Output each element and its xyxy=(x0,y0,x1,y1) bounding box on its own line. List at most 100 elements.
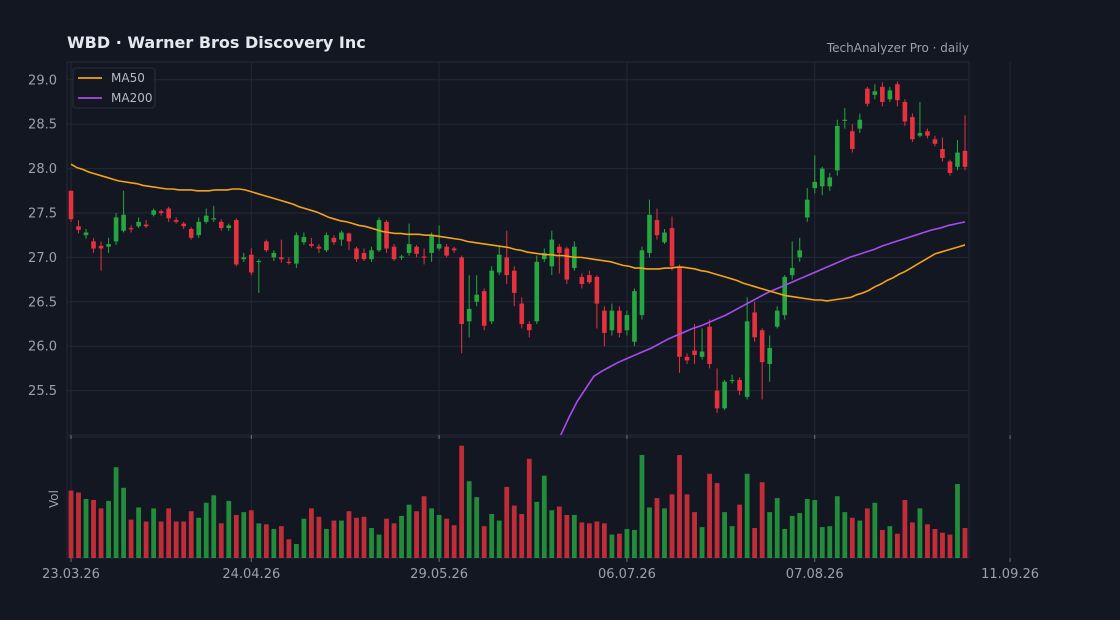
volume-bar-down xyxy=(940,532,945,558)
volume-bar-up xyxy=(136,507,142,558)
candle-body xyxy=(196,221,202,236)
candle-body xyxy=(872,91,878,95)
candle-body xyxy=(526,323,532,331)
volume-bar-down xyxy=(707,473,712,558)
candle-body xyxy=(474,294,479,302)
volume-bar-down xyxy=(654,498,660,558)
volume-bar-down xyxy=(166,508,172,558)
candle-down xyxy=(526,321,532,338)
volume-bar-up xyxy=(782,528,788,558)
candle-body xyxy=(744,321,750,397)
candle-body xyxy=(842,119,848,121)
y-tick-label: 28.5 xyxy=(28,118,57,133)
candle-up xyxy=(466,275,472,338)
candle-up xyxy=(857,113,863,134)
candle-body xyxy=(654,220,660,236)
candle-up xyxy=(339,230,344,246)
candle-up xyxy=(774,306,780,329)
y-tick-label: 26.5 xyxy=(28,295,57,310)
candle-body xyxy=(804,199,810,218)
candle-body xyxy=(932,139,938,144)
candle-down xyxy=(752,301,757,342)
candle-up xyxy=(436,225,442,251)
volume-bar-down xyxy=(714,483,720,558)
price-panel-frame xyxy=(66,61,970,436)
candle-down xyxy=(504,230,510,285)
candle-down xyxy=(557,244,562,274)
candle-up xyxy=(324,232,329,253)
chart-title: WBD · Warner Bros Discovery Inc xyxy=(67,33,366,52)
volume-bar-down xyxy=(391,523,397,558)
candle-body xyxy=(256,260,262,263)
volume-bar-up xyxy=(639,455,645,558)
candle-body xyxy=(294,235,299,264)
candle-up xyxy=(804,188,810,222)
volume-bar-down xyxy=(579,522,585,558)
volume-bar-up xyxy=(872,502,878,558)
volume-bar-down xyxy=(962,528,968,558)
candle-body xyxy=(887,90,893,100)
candle-down xyxy=(128,225,134,233)
volume-bar-up xyxy=(106,500,111,558)
candle-body xyxy=(76,226,81,230)
candle-down xyxy=(481,288,487,331)
volume-bar-up xyxy=(406,504,412,558)
candle-down xyxy=(617,306,622,338)
candle-up xyxy=(744,297,750,400)
candle-down xyxy=(68,190,74,222)
y-tick-label: 29.0 xyxy=(28,73,57,88)
candle-body xyxy=(752,312,757,338)
candle-body xyxy=(789,268,795,276)
volume-bar-down xyxy=(910,522,915,558)
candle-body xyxy=(173,220,179,222)
volume-bar-down xyxy=(684,494,690,558)
volume-panel: Vol xyxy=(47,436,1011,559)
candle-up xyxy=(767,335,772,382)
volume-bar-down xyxy=(354,517,359,558)
legend-ma50-label: MA50 xyxy=(111,71,145,85)
candle-body xyxy=(940,149,945,158)
candle-body xyxy=(617,310,622,333)
candle-up xyxy=(294,232,299,269)
volume-bar-down xyxy=(947,534,953,558)
candle-body xyxy=(737,379,742,391)
candle-up xyxy=(211,205,217,222)
volume-bar-down xyxy=(346,511,352,558)
candle-body xyxy=(684,356,690,361)
candle-body xyxy=(384,221,389,249)
candle-down xyxy=(444,244,449,258)
candle-body xyxy=(880,86,885,102)
candle-body xyxy=(181,223,186,227)
candle-body xyxy=(188,228,194,238)
candle-down xyxy=(519,297,525,329)
candle-body xyxy=(955,152,960,167)
candle-body xyxy=(925,131,930,136)
candle-down xyxy=(173,217,179,224)
volume-bar-up xyxy=(466,481,472,558)
volume-bar-down xyxy=(601,523,607,558)
volume-bar-down xyxy=(692,512,697,558)
volume-bar-down xyxy=(248,510,254,558)
volume-bar-down xyxy=(218,523,224,558)
candle-body xyxy=(857,119,863,129)
volume-bar-up xyxy=(113,467,119,558)
candle-body xyxy=(136,221,141,227)
candle-body xyxy=(459,257,464,324)
volume-bar-up xyxy=(789,515,795,558)
candle-body xyxy=(143,224,149,227)
candle-up xyxy=(106,237,111,253)
candle-up xyxy=(136,217,141,229)
candles xyxy=(68,81,968,413)
candle-down xyxy=(880,82,885,107)
volume-bar-down xyxy=(849,517,855,558)
volume-bar-up xyxy=(744,473,750,558)
candle-body xyxy=(436,244,442,249)
candle-body xyxy=(316,246,322,249)
y-tick-label: 27.0 xyxy=(28,251,57,266)
volume-bar-up xyxy=(196,517,202,558)
candle-body xyxy=(827,177,833,187)
volume-bar-up xyxy=(571,514,577,558)
volume-bar-down xyxy=(519,514,525,558)
